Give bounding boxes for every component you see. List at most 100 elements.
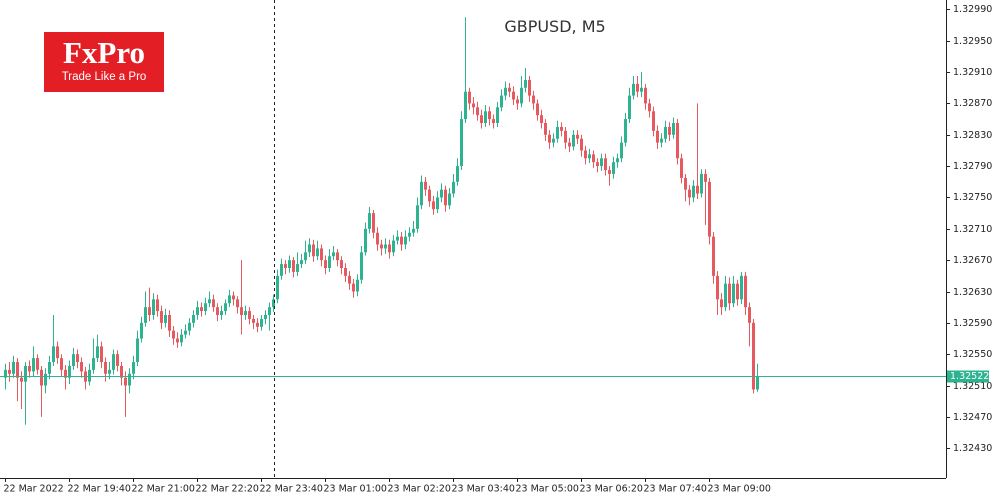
candle-body [748,307,751,323]
candle-body [460,119,463,167]
candle-body [228,295,231,304]
candle-body [276,275,279,300]
candle-body [448,193,451,206]
x-tick-label: 22 Mar 21:00 [132,484,195,495]
candle-body [320,248,323,261]
candle-body [548,134,551,143]
chart-title: GBPUSD, M5 [504,17,605,36]
candle-body [488,111,491,120]
candle-body [144,307,147,323]
candle-body [484,111,487,124]
x-tick-label: 23 Mar 03:40 [452,484,515,495]
candle-body [168,315,171,331]
candle-body [64,369,67,378]
y-tick-label: 1.32630 [953,287,992,298]
candle-body [516,99,519,104]
candle-body [552,138,555,143]
candle-body [332,252,335,257]
candle-body [16,362,19,378]
candle-body [540,115,543,124]
candle-body [372,213,375,233]
candle-body [524,79,527,88]
y-tick-label: 1.32990 [953,4,992,15]
y-tick-label: 1.32790 [953,161,992,172]
candle-body [324,260,327,268]
candle-body [240,307,243,316]
candle-body [648,103,651,112]
candle-body [712,236,715,276]
candle-body [436,197,439,210]
candle-body [328,256,331,268]
candle-body [112,354,115,370]
candle-body [200,307,203,312]
candle-body [52,346,55,363]
candle-body [176,338,179,343]
logo-box [44,32,164,92]
candle-body [120,365,123,378]
candle-body [432,201,435,210]
candle-body [352,283,355,292]
candle-body [188,322,191,331]
candle-body [680,158,683,178]
candle-body [68,365,71,378]
candle-body [272,299,275,308]
candle-body [744,275,747,308]
candle-body [592,154,595,163]
candle-body [564,130,567,143]
candle-body [440,189,443,198]
candle-body [28,365,31,372]
candle-body [392,240,395,253]
candle-body [452,181,455,194]
x-tick-label: 22 Mar 19:40 [68,484,131,495]
candle-body [80,362,83,372]
candle-body [56,346,59,359]
candle-body [192,315,195,323]
candle-body [576,134,579,139]
candle-body [652,111,655,131]
candle-body [244,311,247,316]
candle-body [88,369,91,382]
candle-body [180,334,183,343]
x-tick-label: 23 Mar 01:00 [324,484,387,495]
x-tick-label: 22 Mar 22:20 [196,484,259,495]
candle-body [108,369,111,374]
last-price-box [947,370,989,383]
x-tick-label: 23 Mar 05:00 [516,484,579,495]
candle-body [280,264,283,276]
candle-body [500,95,503,108]
candle-body [428,189,431,202]
candle-body [580,138,583,151]
candle-body [400,236,403,245]
y-tick-label: 1.32910 [953,67,992,78]
candle-body [160,311,163,323]
candle-body [472,103,475,108]
candle-body [24,365,27,382]
candle-body [96,346,99,359]
candle-body [360,252,363,280]
y-tick-label: 1.32750 [953,192,992,203]
x-tick-label: 23 Mar 06:20 [580,484,643,495]
candle-body [36,358,39,370]
candle-body [568,142,571,147]
x-tick-label: 22 Mar 23:40 [260,484,323,495]
candle-body [256,322,259,327]
candle-body [336,252,339,261]
candle-body [572,134,575,147]
candle-body [588,154,591,159]
candle-body [672,123,675,135]
candle-body [60,358,63,370]
candle-body [696,185,699,194]
candle-body [48,362,51,374]
candle-body [92,358,95,370]
candle-body [740,275,743,300]
candle-body [676,123,679,159]
y-tick-label: 1.32430 [953,443,992,454]
candle-body [20,377,23,382]
candle-body [736,283,739,300]
candle-body [260,318,263,327]
candle-body [136,338,139,363]
candle-body [624,119,627,143]
